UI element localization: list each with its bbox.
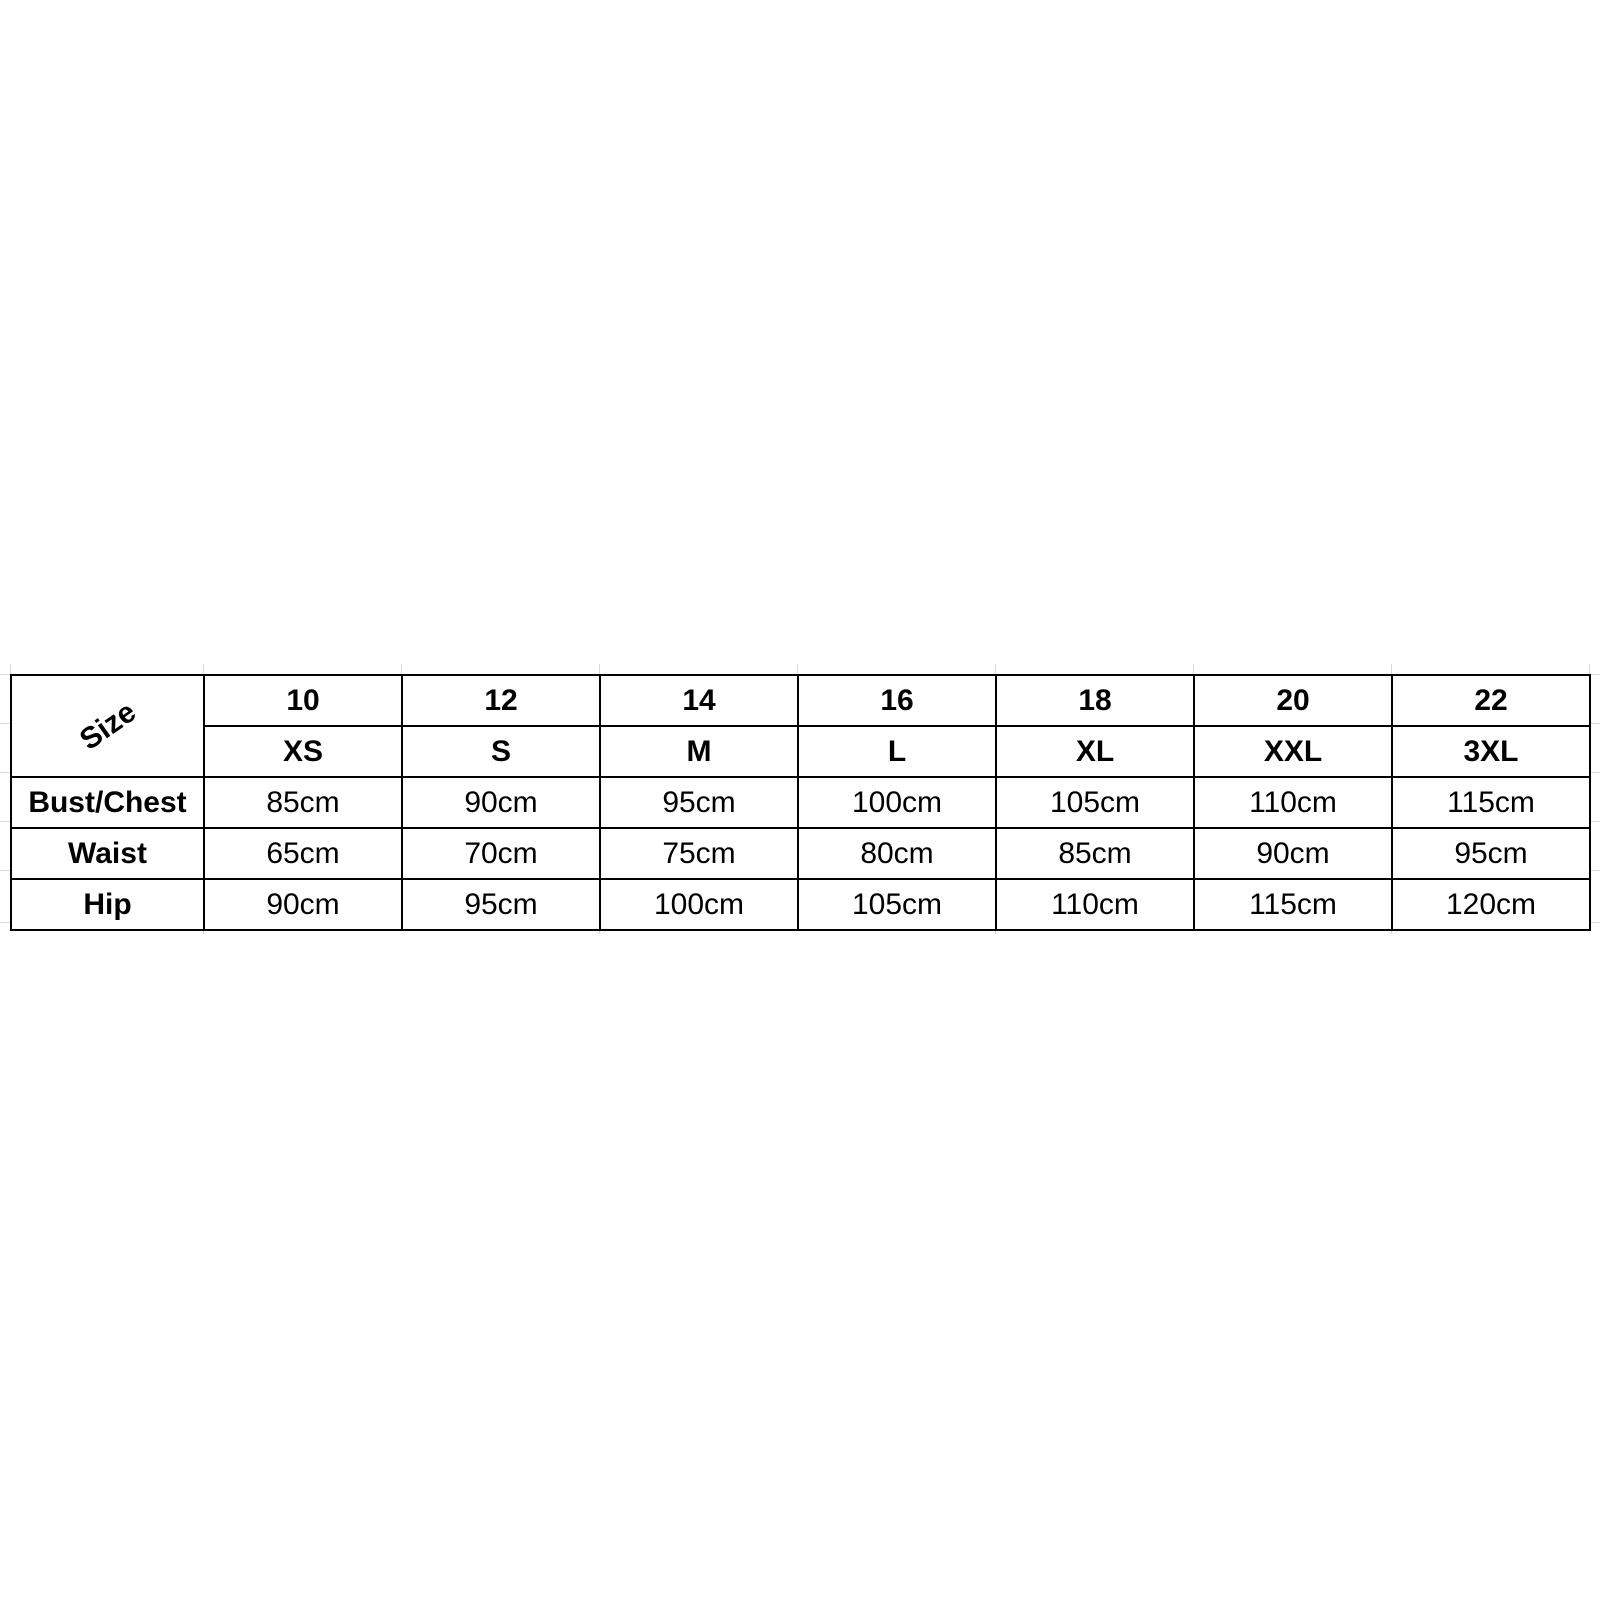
measurement-row-label: Hip xyxy=(10,878,205,931)
measurement-cell: 105cm xyxy=(995,776,1195,829)
gridline-stub xyxy=(1590,674,1600,675)
measurement-cell: 80cm xyxy=(797,827,997,880)
gridline-stub xyxy=(599,664,600,676)
alpha-size-header: XS xyxy=(203,725,403,778)
alpha-size-header: L xyxy=(797,725,997,778)
size-corner-cell: Size xyxy=(10,674,205,778)
table-row: Hip 90cm 95cm 100cm 105cm 110cm 115cm 12… xyxy=(10,878,1591,931)
numeric-size-header: 20 xyxy=(1193,674,1393,727)
alpha-size-header: M xyxy=(599,725,799,778)
numeric-size-header: 22 xyxy=(1391,674,1591,727)
measurement-cell: 75cm xyxy=(599,827,799,880)
gridline-stub xyxy=(1590,772,1600,773)
alpha-size-header: XL xyxy=(995,725,1195,778)
gridline-stub xyxy=(0,772,10,773)
numeric-size-header: 14 xyxy=(599,674,799,727)
measurement-cell: 95cm xyxy=(1391,827,1591,880)
table-row-numeric-sizes: Size 10 12 14 16 18 20 22 xyxy=(10,674,1591,778)
gridline-stub xyxy=(203,664,204,676)
measurement-row-label: Waist xyxy=(10,827,205,880)
measurement-cell: 85cm xyxy=(203,776,403,829)
numeric-size-header: 10 xyxy=(203,674,403,727)
measurement-cell: 90cm xyxy=(203,878,403,931)
size-chart-table: Size 10 12 14 16 18 20 22 XS S M L XL XX… xyxy=(10,674,1591,931)
measurement-cell: 70cm xyxy=(401,827,601,880)
gridline-stub xyxy=(0,723,10,724)
measurement-cell: 90cm xyxy=(401,776,601,829)
gridline-stub xyxy=(1391,664,1392,676)
numeric-size-header: 12 xyxy=(401,674,601,727)
measurement-cell: 100cm xyxy=(797,776,997,829)
measurement-cell: 105cm xyxy=(797,878,997,931)
table-row: Waist 65cm 70cm 75cm 80cm 85cm 90cm 95cm xyxy=(10,827,1591,880)
gridline-stub xyxy=(1590,870,1600,871)
measurement-cell: 95cm xyxy=(401,878,601,931)
size-corner-label: Size xyxy=(73,695,142,757)
gridline-stub xyxy=(1589,664,1590,676)
gridline-stub xyxy=(0,922,10,923)
table-row: Bust/Chest 85cm 90cm 95cm 100cm 105cm 11… xyxy=(10,776,1591,829)
measurement-cell: 110cm xyxy=(1193,776,1393,829)
gridline-stub xyxy=(1590,922,1600,923)
measurement-cell: 100cm xyxy=(599,878,799,931)
alpha-size-header: S xyxy=(401,725,601,778)
measurement-cell: 110cm xyxy=(995,878,1195,931)
measurement-cell: 120cm xyxy=(1391,878,1591,931)
gridline-stub xyxy=(1590,723,1600,724)
measurement-row-label: Bust/Chest xyxy=(10,776,205,829)
gridline-stub xyxy=(0,821,10,822)
measurement-cell: 115cm xyxy=(1193,878,1393,931)
alpha-size-header: XXL xyxy=(1193,725,1393,778)
gridline-stub xyxy=(1193,664,1194,676)
gridline-stub xyxy=(10,664,11,676)
gridline-stub xyxy=(401,664,402,676)
numeric-size-header: 16 xyxy=(797,674,997,727)
gridline-stub xyxy=(995,664,996,676)
measurement-cell: 95cm xyxy=(599,776,799,829)
table-row-alpha-sizes: XS S M L XL XXL 3XL xyxy=(11,725,1591,778)
gridline-stub xyxy=(0,674,10,675)
gridline-stub xyxy=(1590,821,1600,822)
measurement-cell: 85cm xyxy=(995,827,1195,880)
measurement-cell: 90cm xyxy=(1193,827,1393,880)
gridline-stub xyxy=(0,870,10,871)
alpha-size-header: 3XL xyxy=(1391,725,1591,778)
measurement-cell: 115cm xyxy=(1391,776,1591,829)
numeric-size-header: 18 xyxy=(995,674,1195,727)
gridline-stub xyxy=(797,664,798,676)
size-chart-container: Size 10 12 14 16 18 20 22 XS S M L XL XX… xyxy=(10,674,1591,931)
measurement-cell: 65cm xyxy=(203,827,403,880)
